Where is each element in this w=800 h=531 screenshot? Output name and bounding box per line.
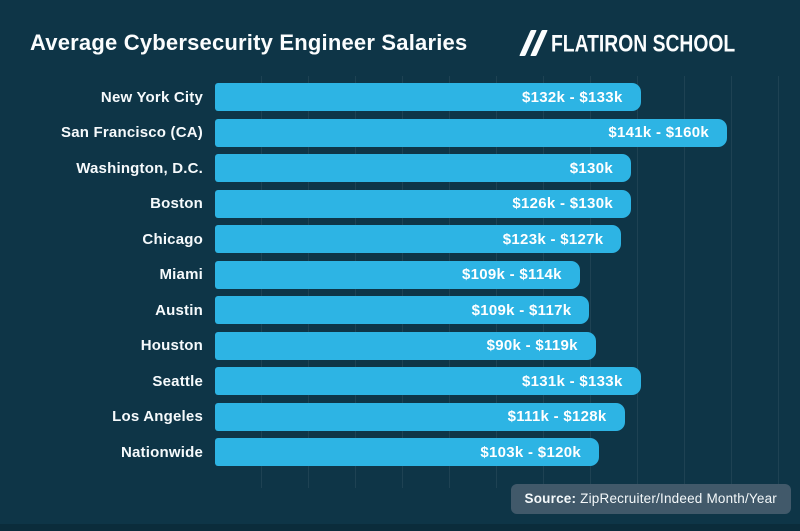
salary-bar: $126k - $130k <box>215 189 631 218</box>
city-label: New York City <box>100 88 203 106</box>
salary-range-value: $131k - $133k <box>521 372 623 390</box>
city-label: Austin <box>155 301 203 319</box>
salary-bar: $131k - $133k <box>215 367 641 395</box>
salary-range-value: $126k - $130k <box>512 195 613 212</box>
bar-track: $90k - $119k <box>215 331 791 360</box>
chart-row: Washington, D.C. $130k <box>0 154 800 182</box>
salary-range-value: $103k - $120k <box>480 443 582 461</box>
salary-bar: $109k - $117k <box>215 296 590 324</box>
bar-track: $132k - $133k <box>215 83 791 111</box>
salary-bar: $111k - $128k <box>215 402 625 431</box>
salary-range-value: $90k - $119k <box>486 337 578 354</box>
chart-row: Los Angeles $111k - $128k <box>0 402 800 431</box>
salary-bar: $132k - $133k <box>215 83 641 111</box>
city-label: Washington, D.C. <box>76 159 203 177</box>
bar-track: $111k - $128k <box>215 402 791 431</box>
chart-row: New York City $132k - $133k <box>0 83 800 111</box>
salary-range-value: $141k - $160k <box>608 124 709 141</box>
city-label: Nationwide <box>120 443 203 461</box>
double-slash-icon <box>518 30 548 56</box>
chart-row: Houston $90k - $119k <box>0 331 800 360</box>
salary-bar: $109k - $114k <box>215 260 580 289</box>
salary-bar: $90k - $119k <box>215 331 596 360</box>
salary-bar: $130k <box>215 154 631 182</box>
salary-bar: $123k - $127k <box>215 225 622 253</box>
salary-range-value: $123k - $127k <box>502 230 604 248</box>
chart-row: Miami $109k - $114k <box>0 260 800 289</box>
bar-track: $123k - $127k <box>215 225 791 253</box>
salary-bar: $141k - $160k <box>215 118 727 147</box>
logo-wordmark: FLATIRON SCHOOL <box>550 28 735 57</box>
bar-track: $103k - $120k <box>215 438 791 466</box>
salary-range-value: $109k - $114k <box>461 266 562 283</box>
city-label: San Francisco (CA) <box>61 124 203 141</box>
chart-row: Austin $109k - $117k <box>0 296 800 324</box>
bottom-edge-strip <box>0 524 800 531</box>
chart-row: Seattle $131k - $133k <box>0 367 800 395</box>
chart-row: Nationwide $103k - $120k <box>0 438 800 466</box>
city-label: Chicago <box>142 230 203 248</box>
bar-track: $131k - $133k <box>215 367 791 395</box>
chart-row: Chicago $123k - $127k <box>0 225 800 253</box>
header: Average Cybersecurity Engineer Salaries … <box>30 24 770 62</box>
bar-track: $130k <box>215 154 791 182</box>
bar-track: $141k - $160k <box>215 118 791 147</box>
bar-chart: New York City $132k - $133k San Francisc… <box>0 83 800 474</box>
salary-range-value: $111k - $128k <box>507 408 607 425</box>
city-label: Houston <box>140 337 203 354</box>
city-label: Los Angeles <box>112 408 203 425</box>
salary-range-value: $130k <box>569 159 613 177</box>
bar-track: $109k - $114k <box>215 260 791 289</box>
salary-bar: $103k - $120k <box>215 438 600 466</box>
source-label: Source: <box>524 491 577 506</box>
salary-range-value: $132k - $133k <box>521 88 623 106</box>
chart-row: San Francisco (CA) $141k - $160k <box>0 118 800 147</box>
source-attribution: Source: ZipRecruiter/Indeed Month/Year <box>510 484 791 514</box>
bar-track: $126k - $130k <box>215 189 791 218</box>
bar-track: $109k - $117k <box>215 296 791 324</box>
chart-row: Boston $126k - $130k <box>0 189 800 218</box>
source-value: ZipRecruiter/Indeed Month/Year <box>576 491 777 506</box>
city-label: Seattle <box>152 372 203 390</box>
city-label: Miami <box>159 266 203 283</box>
salary-range-value: $109k - $117k <box>471 301 572 319</box>
chart-title: Average Cybersecurity Engineer Salaries <box>30 30 468 55</box>
city-label: Boston <box>150 195 203 212</box>
flatiron-school-logo: FLATIRON SCHOOL <box>518 28 770 57</box>
